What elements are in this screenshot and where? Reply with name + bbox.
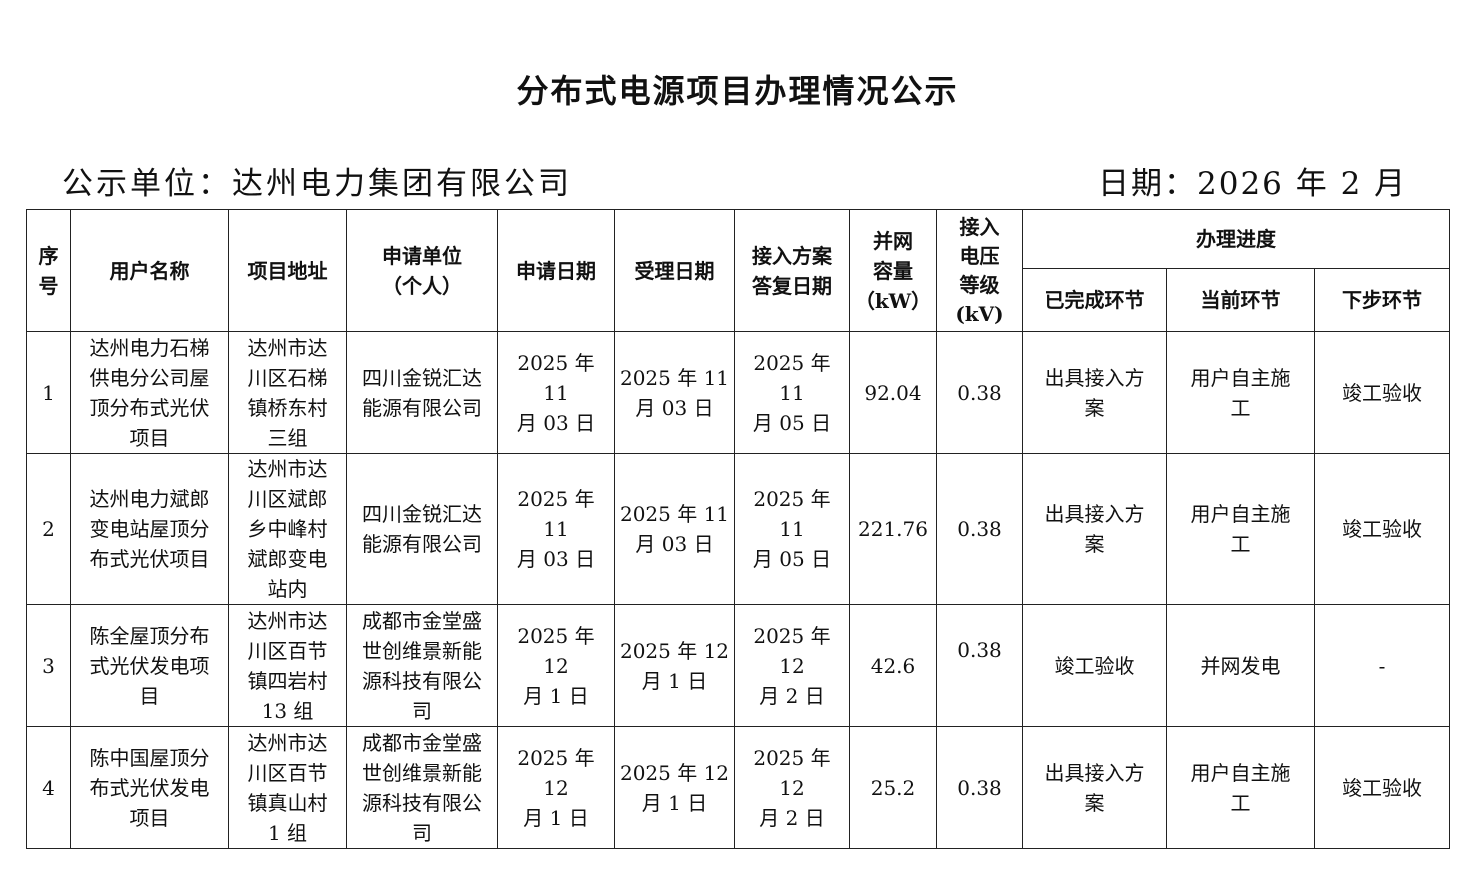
- cell-reply-date: 2025 年 11 月 05 日: [734, 331, 850, 454]
- cell-address: 达州市达 川区百节 镇真山村 1 组: [228, 726, 347, 849]
- cell-user: 陈中国屋顶分 布式光伏发电 项目: [70, 726, 229, 849]
- publish-date: 日期：2026 年 2 月: [1098, 166, 1408, 202]
- cell-apply-date: 2025 年 12 月 1 日: [497, 726, 615, 849]
- cell-current: 用户自主施 工: [1166, 726, 1315, 849]
- header-progress: 办理进度: [1021, 209, 1451, 269]
- cell-apply-date: 2025 年 11 月 03 日: [497, 453, 615, 605]
- cell-accept-date: 2025 年 12 月 1 日: [614, 604, 735, 727]
- header-voltage: 接入 电压 等级 (kV): [936, 209, 1023, 332]
- header-next: 下步环节: [1313, 268, 1451, 332]
- cell-apply-date: 2025 年 12 月 1 日: [497, 604, 615, 727]
- header-apply-date: 申请日期: [497, 209, 615, 332]
- header-reply-date: 接入方案 答复日期: [734, 209, 850, 332]
- table-row: 4 陈中国屋顶分 布式光伏发电 项目 达州市达 川区百节 镇真山村 1 组成都市金堂…: [26, 726, 1451, 849]
- header-applicant: 申请单位 （个人）: [346, 209, 498, 332]
- cell-reply-date: 2025 年 12 月 2 日: [734, 726, 850, 849]
- cell-accept-date: 2025 年 11 月 03 日: [614, 453, 735, 605]
- cell-done: 竣工验收: [1022, 604, 1167, 727]
- cell-next: 竣工验收: [1313, 726, 1451, 849]
- cell-user: 达州电力石梯 供电分公司屋 顶分布式光伏 项目: [70, 331, 229, 454]
- table-row: 1 达州电力石梯 供电分公司屋 顶分布式光伏 项目 达州市达 川区石梯 镇桥东村 三…: [26, 331, 1451, 454]
- cell-user: 达州电力斌郎 变电站屋顶分 布式光伏项目: [70, 453, 229, 605]
- cell-no: 4: [26, 726, 71, 849]
- cell-done: 出具接入方 案: [1022, 331, 1167, 454]
- cell-voltage: 0.38: [936, 453, 1023, 605]
- cell-address: 达州市达 川区斌郎 乡中峰村 斌郎变电 站内: [228, 453, 347, 605]
- header-no: 序 号: [26, 209, 71, 332]
- cell-applicant: 四川金锐汇达 能源有限公司: [346, 453, 498, 605]
- cell-reply-date: 2025 年 11 月 05 日: [734, 453, 850, 605]
- cell-no: 1: [26, 331, 71, 454]
- page-title: 分布式电源项目办理情况公示: [516, 72, 959, 110]
- cell-applicant: 成都市金堂盛 世创维景新能 源科技有限公 司: [346, 604, 498, 727]
- cell-applicant: 四川金锐汇达 能源有限公司: [346, 331, 498, 454]
- header-user: 用户名称: [70, 209, 229, 332]
- cell-voltage: 0.38: [936, 726, 1023, 849]
- cell-no: 2: [26, 453, 71, 605]
- cell-done: 出具接入方 案: [1022, 726, 1167, 849]
- cell-current: 用户自主施 工: [1166, 331, 1315, 454]
- cell-apply-date: 2025 年 11 月 03 日: [497, 331, 615, 454]
- publisher: 公示单位：达州电力集团有限公司: [62, 166, 572, 202]
- cell-capacity: 221.76: [849, 453, 937, 605]
- cell-voltage: 0.38: [936, 331, 1023, 454]
- cell-current: 并网发电: [1166, 604, 1315, 727]
- project-table: 序 号 用户名称 项目地址 申请单位 （个人） 申请日期 受理日期 接入方案 答…: [26, 209, 1451, 849]
- cell-capacity: 42.6: [849, 604, 937, 727]
- cell-next: 竣工验收: [1313, 331, 1451, 454]
- header-address: 项目地址: [228, 209, 347, 332]
- cell-address: 达州市达 川区石梯 镇桥东村 三组: [228, 331, 347, 454]
- cell-current: 用户自主施 工: [1166, 453, 1315, 605]
- cell-reply-date: 2025 年 12 月 2 日: [734, 604, 850, 727]
- table-row: 2 达州电力斌郎 变电站屋顶分 布式光伏项目 达州市达 川区斌郎 乡中峰村 斌郎变电…: [26, 453, 1451, 605]
- cell-capacity: 92.04: [849, 331, 937, 454]
- cell-accept-date: 2025 年 11 月 03 日: [614, 331, 735, 454]
- cell-voltage: 0.38: [936, 604, 1023, 727]
- cell-next: 竣工验收: [1313, 453, 1451, 605]
- cell-user: 陈全屋顶分布 式光伏发电项 目: [70, 604, 229, 727]
- cell-accept-date: 2025 年 12 月 1 日: [614, 726, 735, 849]
- cell-capacity: 25.2: [849, 726, 937, 849]
- header-capacity: 并网 容量 （kW）: [849, 209, 937, 332]
- cell-applicant: 成都市金堂盛 世创维景新能 源科技有限公 司: [346, 726, 498, 849]
- cell-no: 3: [26, 604, 71, 727]
- table-row: 3 陈全屋顶分布 式光伏发电项 目达州市达 川区百节 镇四岩村 13 组成都市金堂…: [26, 604, 1451, 727]
- header-accept-date: 受理日期: [614, 209, 735, 332]
- cell-address: 达州市达 川区百节 镇四岩村 13 组: [228, 604, 347, 727]
- header-done: 已完成环节: [1022, 268, 1167, 332]
- cell-next: -: [1313, 604, 1451, 727]
- cell-done: 出具接入方 案: [1022, 453, 1167, 605]
- header-current: 当前环节: [1166, 268, 1315, 332]
